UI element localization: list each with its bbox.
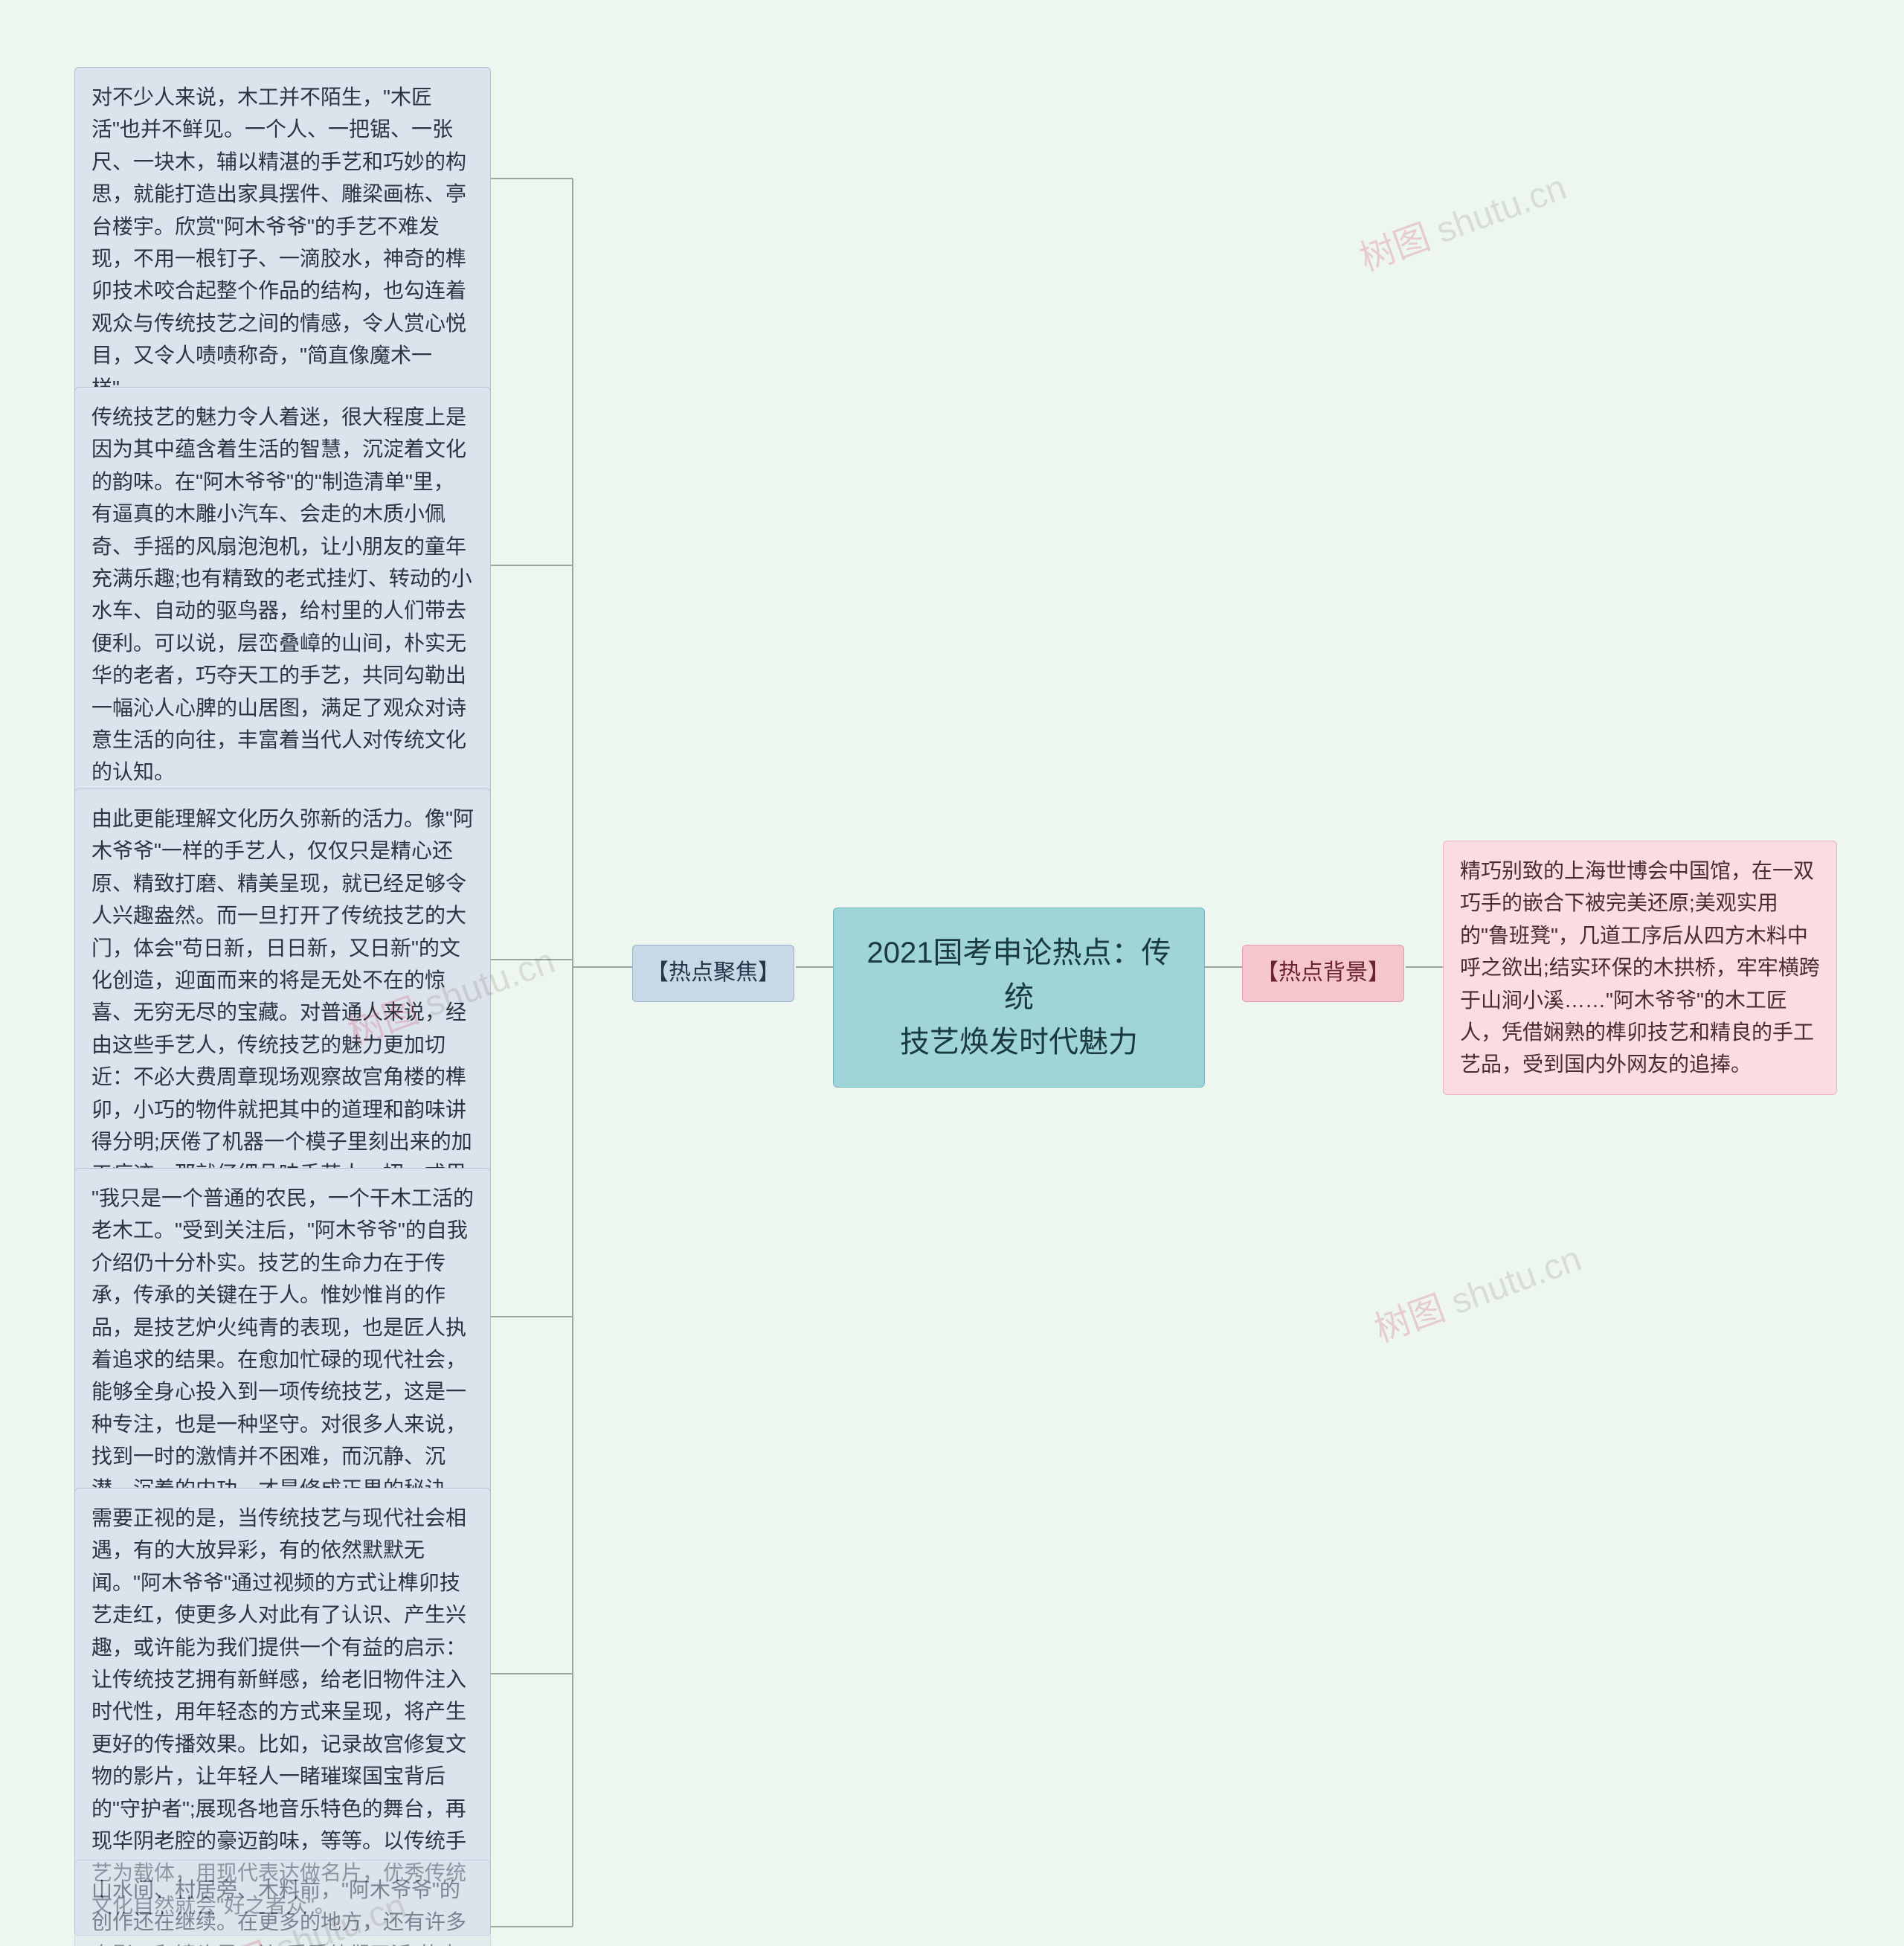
leaf-background-1[interactable]: 精巧别致的上海世博会中国馆，在一双巧手的嵌合下被完美还原;美观实用的"鲁班凳"，… — [1443, 841, 1837, 1095]
leaf-focus-6-text: 山水间、村居旁、木料前，"阿木爷爷"的创作还在继续。在更多的地方，还有许多身影，… — [91, 1878, 466, 1946]
branch-label-focus[interactable]: 【热点聚焦】 — [632, 945, 794, 1002]
branch-label-background[interactable]: 【热点背景】 — [1242, 945, 1404, 1002]
leaf-focus-2-text: 传统技艺的魅力令人着迷，很大程度上是因为其中蕴含着生活的智慧，沉淀着文化的韵味。… — [91, 405, 472, 783]
watermark-domain: shutu.cn — [1446, 1239, 1586, 1323]
center-line1: 2021国考申论热点：传统 — [867, 937, 1171, 1014]
watermark: 树图 shutu.cn — [1366, 1229, 1587, 1352]
branch-label-focus-text: 【热点聚焦】 — [646, 960, 780, 985]
watermark: 树图 shutu.cn — [1351, 158, 1572, 280]
branch-label-background-text: 【热点背景】 — [1256, 960, 1390, 985]
leaf-focus-5-text: 需要正视的是，当传统技艺与现代社会相遇，有的大放异彩，有的依然默默无闻。"阿木爷… — [91, 1506, 466, 1917]
watermark-domain: shutu.cn — [1431, 168, 1572, 251]
watermark-brand: 树图 — [1370, 1288, 1450, 1350]
leaf-focus-2[interactable]: 传统技艺的魅力令人着迷，很大程度上是因为其中蕴含着生活的智慧，沉淀着文化的韵味。… — [74, 387, 491, 803]
center-line2: 技艺焕发时代魅力 — [900, 1026, 1138, 1059]
leaf-focus-1[interactable]: 对不少人来说，木工并不陌生，"木匠活"也并不鲜见。一个人、一把锯、一张尺、一块木… — [74, 67, 491, 418]
center-topic[interactable]: 2021国考申论热点：传统 技艺焕发时代魅力 — [833, 908, 1205, 1088]
watermark-brand: 树图 — [1355, 217, 1435, 279]
leaf-focus-3-text: 由此更能理解文化历久弥新的活力。像"阿木爷爷"一样的手艺人，仅仅只是精心还原、精… — [91, 807, 474, 1218]
leaf-focus-4-text: "我只是一个普通的农民，一个干木工活的老木工。"受到关注后，"阿木爷爷"的自我介… — [91, 1186, 474, 1500]
leaf-focus-6[interactable]: 山水间、村居旁、木料前，"阿木爷爷"的创作还在继续。在更多的地方，还有许多身影，… — [74, 1860, 491, 1946]
leaf-focus-1-text: 对不少人来说，木工并不陌生，"木匠活"也并不鲜见。一个人、一把锯、一张尺、一块木… — [91, 86, 466, 399]
leaf-focus-4[interactable]: "我只是一个普通的农民，一个干木工活的老木工。"受到关注后，"阿木爷爷"的自我介… — [74, 1168, 491, 1519]
mindmap-stage: 2021国考申论热点：传统 技艺焕发时代魅力 【热点聚焦】 【热点背景】 精巧别… — [0, 0, 1904, 1946]
leaf-background-1-text: 精巧别致的上海世博会中国馆，在一双巧手的嵌合下被完美还原;美观实用的"鲁班凳"，… — [1460, 859, 1820, 1076]
